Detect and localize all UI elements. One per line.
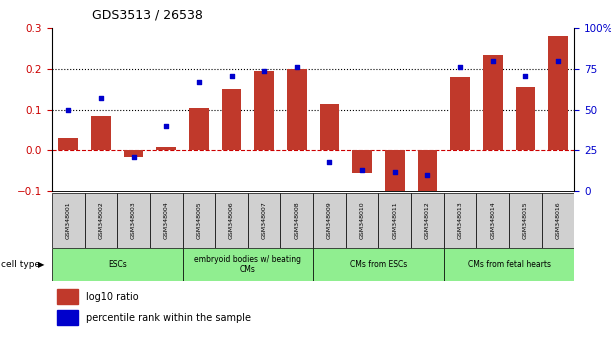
Text: GSM348007: GSM348007 <box>262 201 266 239</box>
Text: GSM348009: GSM348009 <box>327 201 332 239</box>
Text: GSM348006: GSM348006 <box>229 201 234 239</box>
Point <box>96 96 106 101</box>
Point <box>324 159 334 165</box>
Text: GSM348010: GSM348010 <box>360 201 365 239</box>
Bar <box>444 193 477 248</box>
Point <box>129 154 139 160</box>
Bar <box>346 193 378 248</box>
Bar <box>254 71 274 150</box>
Text: GSM348011: GSM348011 <box>392 201 397 239</box>
Bar <box>509 193 542 248</box>
Bar <box>52 193 84 248</box>
Text: cell type: cell type <box>1 260 40 269</box>
Point <box>64 107 73 113</box>
Point <box>194 79 203 85</box>
Bar <box>542 193 574 248</box>
Bar <box>417 150 437 203</box>
Bar <box>477 193 509 248</box>
Bar <box>59 138 78 150</box>
Point <box>553 58 563 64</box>
Text: GSM348015: GSM348015 <box>523 201 528 239</box>
Bar <box>91 116 111 150</box>
Text: GSM348003: GSM348003 <box>131 201 136 239</box>
Text: GSM348013: GSM348013 <box>458 201 463 239</box>
Bar <box>248 193 280 248</box>
Text: log10 ratio: log10 ratio <box>86 292 139 302</box>
Point <box>521 73 530 78</box>
Bar <box>548 36 568 150</box>
Bar <box>156 147 176 150</box>
Bar <box>124 150 144 156</box>
Point <box>292 64 302 70</box>
Text: CMs from fetal hearts: CMs from fetal hearts <box>467 260 551 269</box>
Bar <box>313 248 444 281</box>
Text: embryoid bodies w/ beating
CMs: embryoid bodies w/ beating CMs <box>194 255 301 274</box>
Text: GDS3513 / 26538: GDS3513 / 26538 <box>92 9 202 22</box>
Bar <box>483 55 502 150</box>
Bar <box>117 193 150 248</box>
Bar <box>57 289 78 304</box>
Point <box>488 58 497 64</box>
Text: GSM348016: GSM348016 <box>555 201 560 239</box>
Text: GSM348012: GSM348012 <box>425 201 430 239</box>
Bar <box>84 193 117 248</box>
Point <box>390 169 400 175</box>
Bar <box>280 193 313 248</box>
Point <box>259 68 269 74</box>
Point <box>227 73 236 78</box>
Text: GSM348002: GSM348002 <box>98 201 103 239</box>
Bar <box>353 150 372 173</box>
Bar <box>320 104 339 150</box>
Bar <box>57 310 78 325</box>
Bar <box>215 193 248 248</box>
Bar <box>516 87 535 150</box>
Text: GSM348008: GSM348008 <box>295 201 299 239</box>
Bar <box>287 69 307 150</box>
Bar <box>450 77 470 150</box>
Text: GSM348004: GSM348004 <box>164 201 169 239</box>
Text: CMs from ESCs: CMs from ESCs <box>350 260 407 269</box>
Bar <box>444 248 574 281</box>
Bar <box>385 150 404 201</box>
Bar <box>52 248 183 281</box>
Bar <box>411 193 444 248</box>
Bar <box>183 193 215 248</box>
Point <box>455 64 465 70</box>
Point <box>423 172 433 178</box>
Text: GSM348001: GSM348001 <box>66 201 71 239</box>
Bar <box>222 89 241 150</box>
Bar <box>183 248 313 281</box>
Point <box>357 167 367 173</box>
Text: GSM348014: GSM348014 <box>490 201 495 239</box>
Bar <box>378 193 411 248</box>
Text: ▶: ▶ <box>38 260 45 269</box>
Bar <box>150 193 183 248</box>
Point <box>161 123 171 129</box>
Bar <box>313 193 346 248</box>
Bar <box>189 108 208 150</box>
Text: ESCs: ESCs <box>108 260 126 269</box>
Text: GSM348005: GSM348005 <box>196 201 202 239</box>
Text: percentile rank within the sample: percentile rank within the sample <box>86 313 251 323</box>
